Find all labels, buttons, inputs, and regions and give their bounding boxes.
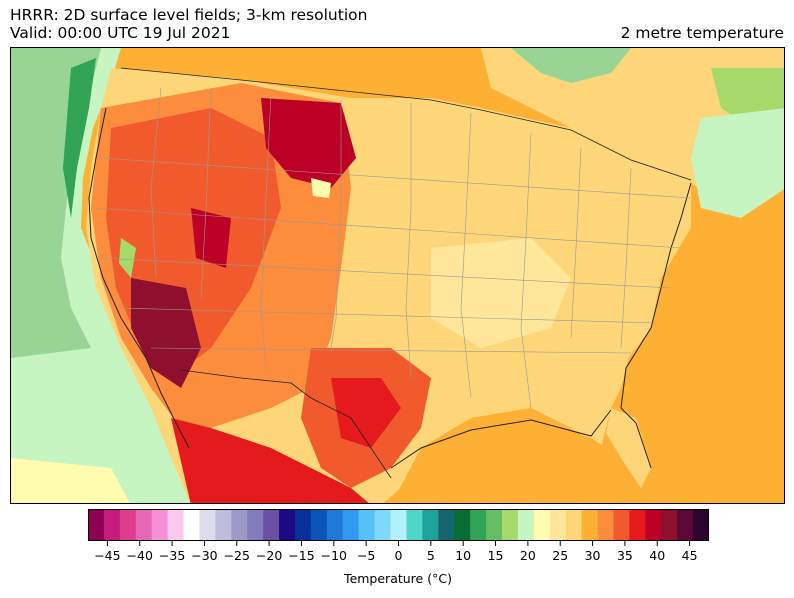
colorbar-segment xyxy=(677,509,694,541)
colorbar-segment xyxy=(693,509,709,541)
sierra-cool xyxy=(119,238,136,278)
coastal-cold-band xyxy=(63,58,96,218)
colorbar-segment xyxy=(597,509,614,541)
colorbar-tick-label: −5 xyxy=(356,548,376,563)
pacific-south-warm xyxy=(11,458,130,503)
figure-title: HRRR: 2D surface level fields; 3-km reso… xyxy=(10,6,367,42)
colorbar-tick-label: 5 xyxy=(426,548,435,563)
great-basin-very-hot xyxy=(191,208,231,268)
field-name-label: 2 metre temperature xyxy=(620,24,784,42)
colorbar-segment xyxy=(88,509,105,541)
hudson-cool-patch xyxy=(511,48,631,83)
colorbar-segment xyxy=(549,509,567,541)
colorbar-segment xyxy=(310,509,328,541)
colorbar-segment xyxy=(119,509,137,541)
colorbar-segment xyxy=(151,509,169,541)
colorbar-segment xyxy=(645,509,662,541)
black-hills-cool xyxy=(311,178,331,198)
colorbar-tick-label: −45 xyxy=(94,548,121,563)
state-boundaries xyxy=(95,87,692,409)
colorbar xyxy=(88,509,709,541)
colorbar-tick-label: −35 xyxy=(158,548,186,563)
colorbar-tick-label: 0 xyxy=(394,548,403,563)
colorbar-segment xyxy=(199,509,216,541)
colorbar-segment xyxy=(454,509,471,541)
colorbar-segment xyxy=(581,509,599,541)
title-line-2: Valid: 00:00 UTC 19 Jul 2021 xyxy=(10,24,231,42)
southeast-land xyxy=(491,338,631,428)
colorbar-tick-label: 20 xyxy=(519,548,536,563)
colorbar-segment xyxy=(390,509,407,541)
colorbar-segment xyxy=(502,509,519,541)
northern-mexico-hot xyxy=(171,418,369,503)
colorbar-segment xyxy=(629,509,646,541)
colorbar-tick-label: −15 xyxy=(288,548,315,563)
pacific-coastline xyxy=(88,107,190,449)
colorbar-tick-label: 30 xyxy=(584,548,601,563)
west-texas-hottest xyxy=(331,378,401,448)
colorbar-tick-label: −20 xyxy=(255,548,283,563)
colorbar-tick-label: −30 xyxy=(191,548,218,563)
new-england-cool xyxy=(691,108,784,218)
colorbar-segment xyxy=(183,509,200,541)
colorbar-segment xyxy=(263,509,280,541)
colorbar-tick-label: 10 xyxy=(455,548,472,563)
title-line-1: HRRR: 2D surface level fields; 3-km reso… xyxy=(10,6,368,24)
florida-peninsula xyxy=(606,408,651,488)
colorbar-segment xyxy=(135,509,153,541)
colorbar-segment xyxy=(215,509,232,541)
colorbar-tick-label: −25 xyxy=(223,548,250,563)
colorbar-segment xyxy=(613,509,630,541)
midwest-pale-zone xyxy=(431,238,571,348)
colorbar-segment xyxy=(326,509,344,541)
colorbar-segment xyxy=(358,509,376,541)
colorbar-segment xyxy=(661,509,678,541)
colorbar-tick-label: 15 xyxy=(487,548,504,563)
colorbar-tick-label: 25 xyxy=(552,548,569,563)
colorbar-segment xyxy=(103,509,121,541)
colorbar-segment xyxy=(533,509,551,541)
colorbar-segment xyxy=(486,509,503,541)
colorbar-segment xyxy=(279,509,296,541)
colorbar-tick-label: −10 xyxy=(320,548,348,563)
mexico-border xyxy=(180,369,392,479)
colorbar-segment xyxy=(167,509,185,541)
colorbar-segment xyxy=(231,509,248,541)
colorbar-tick-label: 45 xyxy=(681,548,698,563)
colorbar-segment xyxy=(422,509,439,541)
colorbar-segment xyxy=(470,509,487,541)
atlantic-coastline xyxy=(620,182,692,469)
colorbar-ticks xyxy=(106,541,691,546)
colorbar-tick-label: −40 xyxy=(126,548,153,563)
colorbar-segment xyxy=(406,509,423,541)
desert-southwest-very-hot xyxy=(131,278,201,388)
colorbar-segment xyxy=(295,509,312,541)
colorbar-tick-label: 40 xyxy=(649,548,666,563)
colorbar-border xyxy=(88,509,709,541)
colorbar-tick-label: 35 xyxy=(616,548,633,563)
gulf-of-mexico xyxy=(392,418,621,503)
colorbar-segment xyxy=(565,509,583,541)
montana-very-hot xyxy=(261,98,356,188)
colorbar-segment xyxy=(374,509,392,541)
colorbar-segment xyxy=(342,509,360,541)
colorbar-segment xyxy=(247,509,264,541)
canada-border xyxy=(120,67,692,181)
temperature-map xyxy=(10,47,785,504)
map-canvas xyxy=(11,48,784,503)
colorbar-segment xyxy=(438,509,455,541)
colorbar-segment xyxy=(517,509,535,541)
gulf-coastline xyxy=(390,409,612,469)
colorbar-label: Temperature (°C) xyxy=(344,571,452,586)
